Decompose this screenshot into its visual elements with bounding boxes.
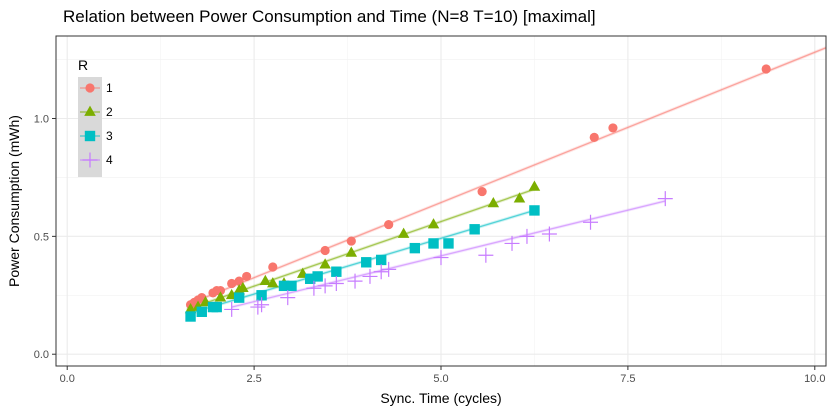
series-4-fit-line bbox=[231, 200, 666, 308]
x-tick-label: 0.0 bbox=[60, 373, 75, 385]
legend-item-3: 3 bbox=[80, 129, 113, 143]
legend-label: 4 bbox=[106, 153, 113, 167]
series-4-point bbox=[583, 214, 599, 230]
series-2-point bbox=[259, 274, 272, 285]
legend-label: 3 bbox=[106, 129, 113, 143]
legend: R 1 2 3 4 bbox=[78, 57, 113, 177]
x-tick-label: 7.5 bbox=[620, 373, 635, 385]
legend-marker-3 bbox=[84, 130, 96, 142]
x-tick-label: 2.5 bbox=[246, 373, 261, 385]
series-2-point bbox=[528, 180, 541, 191]
series-4 bbox=[224, 191, 673, 317]
series-2-point bbox=[237, 281, 249, 293]
legend-item-4: 4 bbox=[80, 152, 113, 168]
series-1-point bbox=[242, 271, 252, 282]
data-points bbox=[184, 64, 771, 322]
series-2-point bbox=[214, 291, 227, 302]
series-2-point bbox=[345, 246, 358, 257]
series-3-point bbox=[409, 242, 421, 254]
series-1-point bbox=[346, 236, 356, 246]
series-3-point bbox=[361, 257, 372, 268]
series-2-point bbox=[397, 227, 410, 238]
series-3 bbox=[185, 205, 540, 322]
legend-marker-4 bbox=[82, 152, 98, 168]
legend-item-2: 2 bbox=[80, 105, 113, 119]
chart-title: Relation between Power Consumption and T… bbox=[63, 7, 596, 26]
series-2-point bbox=[267, 277, 279, 288]
series-2-point bbox=[427, 218, 440, 229]
x-tick-label: 5.0 bbox=[433, 373, 448, 385]
series-4-point bbox=[373, 264, 389, 280]
legend-label: 1 bbox=[106, 81, 113, 95]
series-2-point bbox=[487, 196, 500, 208]
y-axis-ticks: 0.0 0.5 1.0 bbox=[34, 114, 56, 361]
y-tick-label: 0.0 bbox=[34, 349, 49, 361]
series-3-point bbox=[375, 254, 387, 266]
series-3-point bbox=[256, 290, 267, 301]
series-4-point bbox=[519, 228, 535, 244]
x-axis-ticks: 0.0 2.5 5.0 7.5 10.0 bbox=[60, 366, 825, 385]
series-3-point bbox=[331, 266, 342, 277]
series-3-point bbox=[196, 306, 207, 317]
series-4-point bbox=[254, 297, 270, 313]
legend-label: 2 bbox=[106, 105, 113, 119]
x-tick-label: 10.0 bbox=[804, 373, 825, 385]
series-3-point bbox=[443, 238, 454, 249]
series-3-point bbox=[233, 292, 245, 303]
series-1-point bbox=[234, 276, 244, 286]
series-4-point bbox=[328, 276, 344, 291]
series-3-point bbox=[185, 311, 196, 322]
legend-title: R bbox=[78, 57, 88, 73]
series-3-point bbox=[286, 280, 297, 292]
series-4-point bbox=[250, 299, 266, 315]
series-1-point bbox=[268, 262, 278, 272]
series-4-point bbox=[280, 290, 296, 306]
legend-marker-2 bbox=[84, 105, 96, 116]
series-3-point bbox=[304, 273, 316, 284]
legend-marker-1 bbox=[85, 83, 95, 93]
series-1-point bbox=[384, 219, 394, 230]
series-1-point bbox=[227, 278, 237, 289]
series-4-point bbox=[362, 268, 378, 284]
series-3-point bbox=[469, 224, 480, 235]
series-2-point bbox=[319, 258, 331, 269]
series-1-point bbox=[215, 285, 226, 296]
series-4-point bbox=[433, 250, 449, 266]
series-1-point bbox=[589, 132, 599, 142]
series-4-point bbox=[504, 235, 520, 251]
legend-item-1: 1 bbox=[80, 81, 113, 95]
series-1-point bbox=[320, 245, 330, 256]
series-3-point bbox=[312, 271, 323, 282]
series-2-point bbox=[513, 192, 526, 203]
x-axis-title: Sync. Time (cycles) bbox=[380, 390, 501, 406]
series-4-point bbox=[306, 280, 322, 296]
series-4-point bbox=[224, 301, 240, 317]
series-4-point bbox=[478, 247, 494, 263]
legend-items: 1 2 3 4 bbox=[80, 81, 113, 168]
series-4-point bbox=[347, 273, 363, 289]
series-1-point bbox=[761, 64, 771, 74]
series-3-point bbox=[211, 301, 222, 313]
y-tick-label: 0.5 bbox=[34, 231, 49, 243]
series-4-point bbox=[381, 261, 397, 277]
series-4-point bbox=[541, 226, 557, 242]
series-3-point bbox=[278, 280, 290, 292]
y-tick-label: 1.0 bbox=[34, 114, 49, 126]
series-3-point bbox=[428, 238, 439, 249]
series-4-point bbox=[317, 278, 333, 294]
series-3-point bbox=[529, 205, 540, 216]
y-axis-title: Power Consumption (mWh) bbox=[6, 115, 22, 287]
series-1-point bbox=[608, 123, 618, 133]
series-1-fit-line bbox=[186, 47, 827, 306]
grid-major bbox=[56, 36, 826, 366]
series-1-point bbox=[477, 186, 487, 197]
series-4-point bbox=[657, 191, 673, 207]
